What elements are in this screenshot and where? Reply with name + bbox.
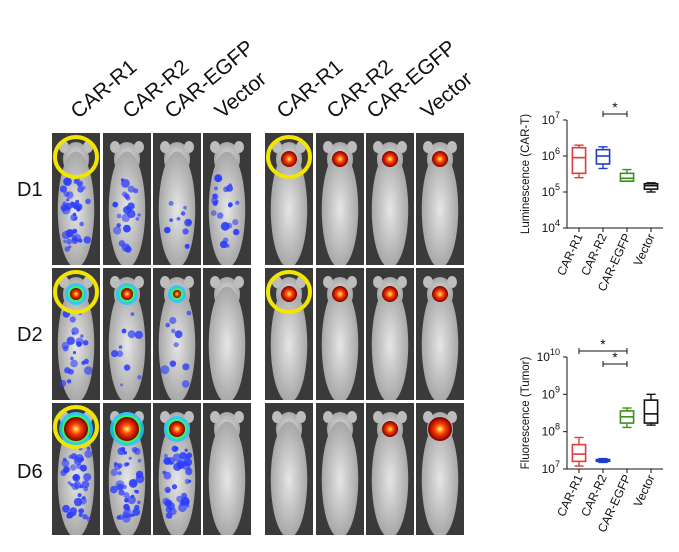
y-axis-label: Fluorescence (Tumor) [520, 356, 532, 469]
mouse-silhouette [53, 135, 99, 265]
y-axis-label: Luminescence (CAR-T) [520, 114, 532, 234]
mouse-silhouette [266, 135, 312, 265]
y-tick-label: 106 [542, 146, 560, 163]
box-car-egfp [619, 407, 635, 429]
mouse-silhouette [108, 411, 146, 535]
mouse-silhouette [321, 411, 359, 535]
left-image-d2-car-r2 [103, 268, 151, 400]
mouse-silhouette [158, 276, 196, 400]
right-image-d2-car-r1 [265, 268, 313, 400]
mouse-silhouette [108, 276, 146, 400]
right-image-d6-vector [416, 403, 464, 535]
y-tick-label: 104 [542, 218, 560, 235]
significance-bracket: * [602, 349, 628, 367]
box-vector [643, 393, 659, 426]
mouse-silhouette [53, 405, 99, 535]
left-image-d2-car-r1 [52, 268, 100, 400]
mouse-silhouette [421, 411, 459, 535]
left-image-d2-vector [203, 268, 251, 400]
row-label-d2: D2 [17, 324, 43, 346]
row-label-d1: D1 [17, 179, 43, 201]
svg-text:*: * [600, 336, 606, 352]
mouse-silhouette [371, 411, 409, 535]
mouse-silhouette [421, 276, 459, 400]
y-tick-label: 1010 [537, 347, 560, 364]
box-car-r2 [595, 146, 611, 170]
significance-bracket: * [602, 99, 628, 117]
right-image-d1-car-r1 [265, 133, 313, 265]
mouse-silhouette [108, 141, 146, 265]
box-car-r1 [571, 144, 587, 179]
left-image-d6-vector [203, 403, 251, 535]
right-image-d1-car-r2 [316, 133, 364, 265]
right-image-d1-vector [416, 133, 464, 265]
right-image-d2-vector [416, 268, 464, 400]
left-image-d1-car-egfp [153, 133, 201, 265]
right-image-d2-car-egfp [366, 268, 414, 400]
y-tick-label: 107 [542, 459, 560, 476]
left-image-d1-car-r1 [52, 133, 100, 265]
mouse-silhouette [53, 270, 99, 400]
left-image-d6-car-r1 [52, 403, 100, 535]
svg-text:*: * [612, 99, 618, 115]
y-tick-label: 108 [542, 422, 560, 439]
significance-bracket: * [578, 336, 628, 354]
mouse-silhouette [208, 411, 246, 535]
right-image-d6-car-r1 [265, 403, 313, 535]
svg-text:*: * [612, 349, 618, 365]
y-tick-label: 107 [542, 110, 560, 127]
mouse-silhouette [421, 141, 459, 265]
x-tick-label: Vector [631, 231, 658, 268]
box-car-egfp [619, 168, 635, 182]
mouse-silhouette [371, 141, 409, 265]
right-image-d6-car-r2 [316, 403, 364, 535]
mouse-silhouette [321, 276, 359, 400]
box-vector [643, 182, 659, 193]
left-image-d1-vector [203, 133, 251, 265]
box-car-r2 [595, 457, 611, 464]
left-image-d6-car-r2 [103, 403, 151, 535]
row-label-d6: D6 [17, 461, 43, 483]
left-image-d1-car-r2 [103, 133, 151, 265]
right-image-d6-car-egfp [366, 403, 414, 535]
y-tick-label: 109 [542, 384, 560, 401]
box-car-r1 [571, 436, 587, 467]
right-image-d1-car-egfp [366, 133, 414, 265]
x-tick-label: Vector [631, 472, 658, 509]
mouse-silhouette [158, 141, 196, 265]
mouse-silhouette [266, 270, 312, 400]
mouse-silhouette [208, 276, 246, 400]
mouse-silhouette [208, 141, 246, 265]
mouse-silhouette [158, 411, 196, 535]
left-image-d2-car-egfp [153, 268, 201, 400]
y-tick-label: 105 [542, 182, 560, 199]
mouse-silhouette [321, 141, 359, 265]
mouse-silhouette [371, 276, 409, 400]
left-image-d6-car-egfp [153, 403, 201, 535]
right-image-d2-car-r2 [316, 268, 364, 400]
mouse-silhouette [270, 411, 308, 535]
